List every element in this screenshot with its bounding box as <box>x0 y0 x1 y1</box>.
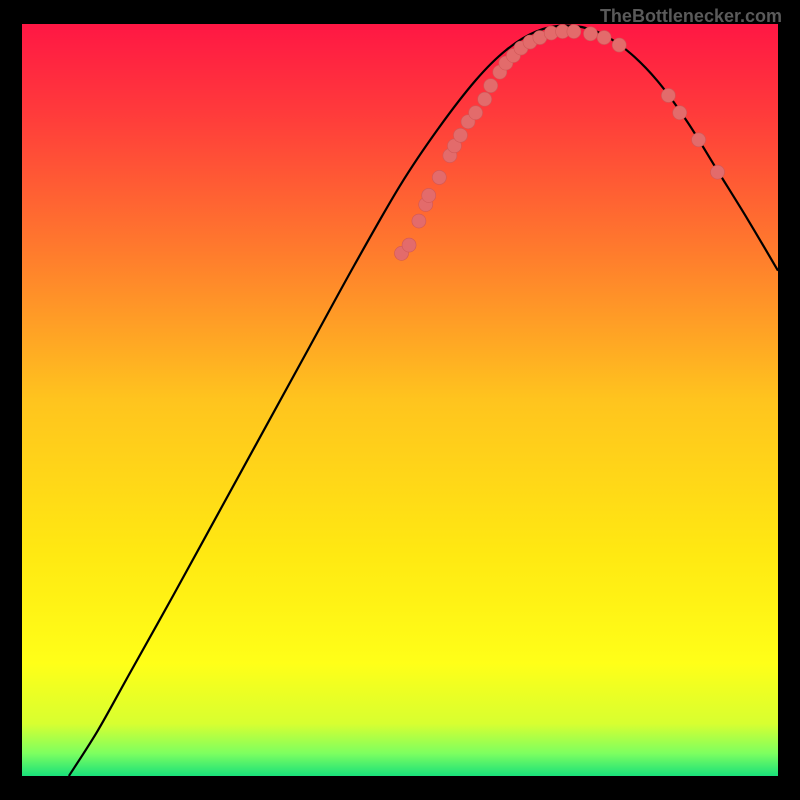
data-marker <box>612 38 626 52</box>
data-marker <box>484 79 498 93</box>
data-marker <box>402 238 416 252</box>
data-marker <box>412 214 426 228</box>
watermark-text: TheBottlenecker.com <box>600 6 782 27</box>
data-marker <box>469 106 483 120</box>
data-marker <box>422 188 436 202</box>
chart-area <box>22 24 778 776</box>
data-marker <box>673 106 687 120</box>
data-marker <box>661 88 675 102</box>
data-marker <box>711 165 725 179</box>
data-marker <box>432 170 446 184</box>
data-marker <box>597 31 611 45</box>
data-marker <box>478 92 492 106</box>
chart-svg <box>22 24 778 776</box>
data-marker <box>692 133 706 147</box>
data-marker <box>453 128 467 142</box>
data-marker <box>584 27 598 41</box>
data-marker <box>567 25 581 39</box>
